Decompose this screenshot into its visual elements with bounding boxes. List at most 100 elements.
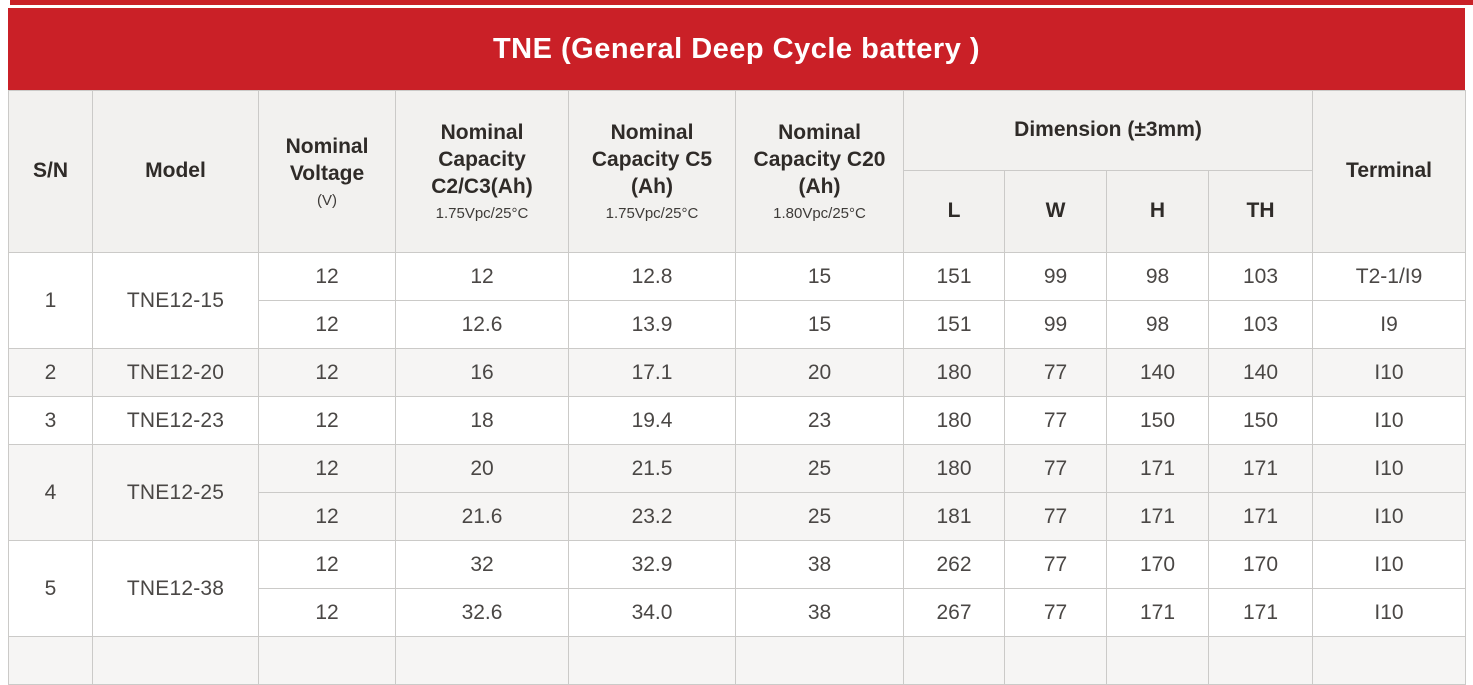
width-cell-empty <box>1004 636 1107 685</box>
capacity-c5-condition: 1.75Vpc/25°C <box>605 205 699 223</box>
table-row: 3 TNE12-23 12 18 19.4 23 180 77 150 150 … <box>8 396 1467 445</box>
capacity-c2c3-cell: 32.6 <box>395 588 569 637</box>
capacity-c2c3-cell: 16 <box>395 348 569 397</box>
capacity-c2c3-cell: 21.6 <box>395 492 569 541</box>
width-cell: 77 <box>1004 540 1107 589</box>
capacity-c5-cell: 12.8 <box>568 252 736 301</box>
capacity-c2c3-cell: 12.6 <box>395 300 569 349</box>
page-title: TNE (General Deep Cycle battery ) <box>492 32 981 65</box>
total-height-cell: 171 <box>1207 588 1314 637</box>
height-cell: 140 <box>1106 348 1209 397</box>
capacity-c5-title: Nominal Capacity C5 (Ah) <box>591 121 713 199</box>
terminal-cell: T2-1/I9 <box>1312 252 1467 301</box>
capacity-c20-cell: 38 <box>735 588 904 637</box>
capacity-c2c3-cell: 20 <box>395 444 569 493</box>
table-row: 12 12.6 13.9 15 151 99 98 103 I9 <box>9 300 1467 349</box>
length-cell: 181 <box>903 492 1005 541</box>
height-cell-empty <box>1106 636 1209 685</box>
header-cell-width: W <box>1004 170 1107 253</box>
total-height-cell-empty <box>1207 636 1314 685</box>
terminal-cell: I10 <box>1312 396 1467 445</box>
table-row: 12 32.6 34.0 38 267 77 171 171 I10 <box>9 588 1467 637</box>
height-cell: 171 <box>1106 492 1209 541</box>
terminal-cell: I10 <box>1312 588 1467 637</box>
height-cell: 98 <box>1106 300 1209 349</box>
model-cell: TNE12-23 <box>92 396 259 445</box>
terminal-cell: I10 <box>1312 348 1467 397</box>
header-cell-total-height: TH <box>1207 170 1314 253</box>
header-cell-sn: S/N <box>8 90 93 253</box>
capacity-c2c3-cell: 18 <box>395 396 569 445</box>
model-cell: TNE12-20 <box>92 348 259 397</box>
capacity-c20-cell: 38 <box>735 540 904 589</box>
total-height-cell: 103 <box>1207 252 1314 301</box>
header-cell-height: H <box>1106 170 1209 253</box>
width-cell: 99 <box>1004 252 1107 301</box>
capacity-c2c3-cell: 12 <box>395 252 569 301</box>
header-cell-capacity-c2c3: Nominal Capacity C2/C3(Ah) 1.75Vpc/25°C <box>395 90 569 253</box>
voltage-cell: 12 <box>258 540 396 589</box>
sn-cell: 4 <box>8 444 93 541</box>
voltage-cell: 12 <box>258 588 396 637</box>
width-cell: 77 <box>1004 588 1107 637</box>
table-row: 5 TNE12-38 12 32 32.9 38 262 77 170 170 … <box>8 540 1467 637</box>
capacity-c2c3-title: Nominal Capacity C2/C3(Ah) <box>431 121 533 199</box>
capacity-c5-cell: 34.0 <box>568 588 736 637</box>
total-height-cell: 140 <box>1207 348 1314 397</box>
capacity-c20-condition: 1.80Vpc/25°C <box>773 205 866 223</box>
sn-cell: 2 <box>8 348 93 397</box>
voltage-cell: 12 <box>258 444 396 493</box>
capacity-c5-cell-empty <box>568 636 736 685</box>
capacity-c2c3-cell-empty <box>395 636 569 685</box>
table-row: 12 21.6 23.2 25 181 77 171 171 I10 <box>9 492 1467 541</box>
voltage-title: Nominal Voltage <box>285 134 369 185</box>
model-cell: TNE12-38 <box>92 540 259 637</box>
capacity-c5-cell: 19.4 <box>568 396 736 445</box>
terminal-cell: I10 <box>1312 444 1467 493</box>
title-bar: TNE (General Deep Cycle battery ) <box>8 8 1465 90</box>
length-cell: 180 <box>903 348 1005 397</box>
height-cell: 171 <box>1106 588 1209 637</box>
length-cell: 151 <box>903 252 1005 301</box>
header-row-dims: L W H TH <box>9 170 1466 253</box>
capacity-c20-cell: 20 <box>735 348 904 397</box>
header-cell-capacity-c5: Nominal Capacity C5 (Ah) 1.75Vpc/25°C <box>568 90 736 253</box>
total-height-cell: 171 <box>1207 444 1314 493</box>
sn-cell: 1 <box>8 252 93 349</box>
height-cell: 98 <box>1106 252 1209 301</box>
capacity-c5-cell: 21.5 <box>568 444 736 493</box>
top-red-strip <box>10 0 1473 5</box>
model-cell: TNE12-25 <box>92 444 259 541</box>
length-cell: 267 <box>903 588 1005 637</box>
header-row-top: S/N Model Nominal Voltage (V) Nominal Ca… <box>8 90 1467 253</box>
header-cell-length: L <box>903 170 1005 253</box>
capacity-c5-cell: 23.2 <box>568 492 736 541</box>
height-cell: 171 <box>1106 444 1209 493</box>
total-height-cell: 150 <box>1207 396 1314 445</box>
voltage-cell: 12 <box>258 348 396 397</box>
width-cell: 77 <box>1004 396 1107 445</box>
model-cell: TNE12-15 <box>92 252 259 349</box>
voltage-cell: 12 <box>258 396 396 445</box>
terminal-cell: I10 <box>1312 540 1467 589</box>
capacity-c20-cell: 15 <box>735 252 904 301</box>
terminal-cell-empty <box>1312 636 1467 685</box>
capacity-c20-cell: 23 <box>735 396 904 445</box>
terminal-cell: I10 <box>1312 492 1467 541</box>
total-height-cell: 103 <box>1207 300 1314 349</box>
capacity-c2c3-condition: 1.75Vpc/25°C <box>435 205 529 223</box>
voltage-cell: 12 <box>258 252 396 301</box>
width-cell: 77 <box>1004 444 1107 493</box>
total-height-cell: 171 <box>1207 492 1314 541</box>
length-cell-empty <box>903 636 1005 685</box>
header-cell-dimension: Dimension (±3mm) <box>902 90 1314 171</box>
capacity-c20-title: Nominal Capacity C20 (Ah) <box>753 121 886 199</box>
capacity-c20-cell: 25 <box>735 444 904 493</box>
battery-spec-page: TNE (General Deep Cycle battery ) S/N Mo… <box>8 8 1467 685</box>
sn-cell: 5 <box>8 540 93 637</box>
table-row: 2 TNE12-20 12 16 17.1 20 180 77 140 140 … <box>8 348 1467 397</box>
width-cell: 77 <box>1004 348 1107 397</box>
battery-spec-table: S/N Model Nominal Voltage (V) Nominal Ca… <box>8 90 1467 685</box>
capacity-c2c3-cell: 32 <box>395 540 569 589</box>
sn-cell-empty <box>8 636 93 685</box>
